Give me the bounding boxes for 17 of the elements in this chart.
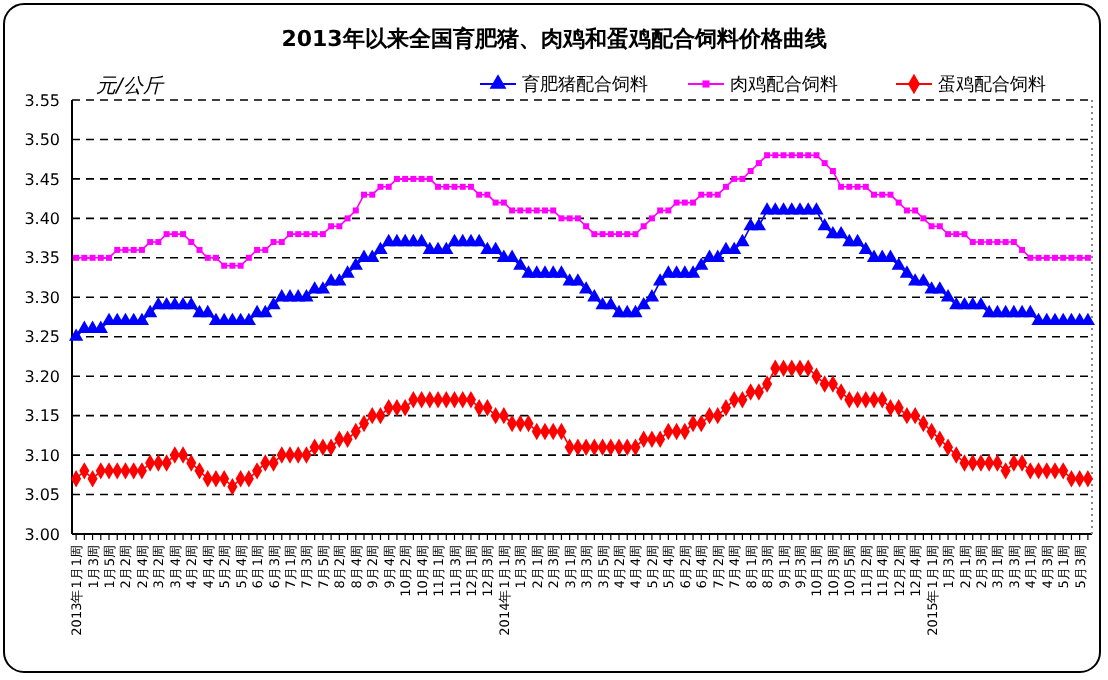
y-tick-label: 3.40	[24, 209, 60, 228]
y-tick-label: 3.20	[24, 367, 60, 386]
y-tick-label: 3.45	[24, 170, 60, 189]
y-tick-label: 3.10	[24, 446, 60, 465]
legend-label: 蛋鸡配合饲料	[938, 74, 1046, 97]
y-tick-label: 3.50	[24, 131, 60, 150]
y-tick-label: 3.15	[24, 407, 60, 426]
legend-label: 育肥猪配合饲料	[522, 74, 648, 97]
y-axis-title: 元/公斤	[96, 74, 165, 98]
y-tick-label: 3.35	[24, 249, 60, 268]
legend-label: 肉鸡配合饲料	[730, 74, 838, 97]
y-tick-label: 3.25	[24, 328, 60, 347]
y-tick-label: 3.05	[24, 486, 60, 505]
y-tick-label: 3.30	[24, 288, 60, 307]
y-tick-label: 3.55	[24, 91, 60, 110]
y-tick-label: 3.00	[24, 525, 60, 544]
chart-title: 2013年以来全国育肥猪、肉鸡和蛋鸡配合饲料价格曲线	[281, 26, 827, 52]
